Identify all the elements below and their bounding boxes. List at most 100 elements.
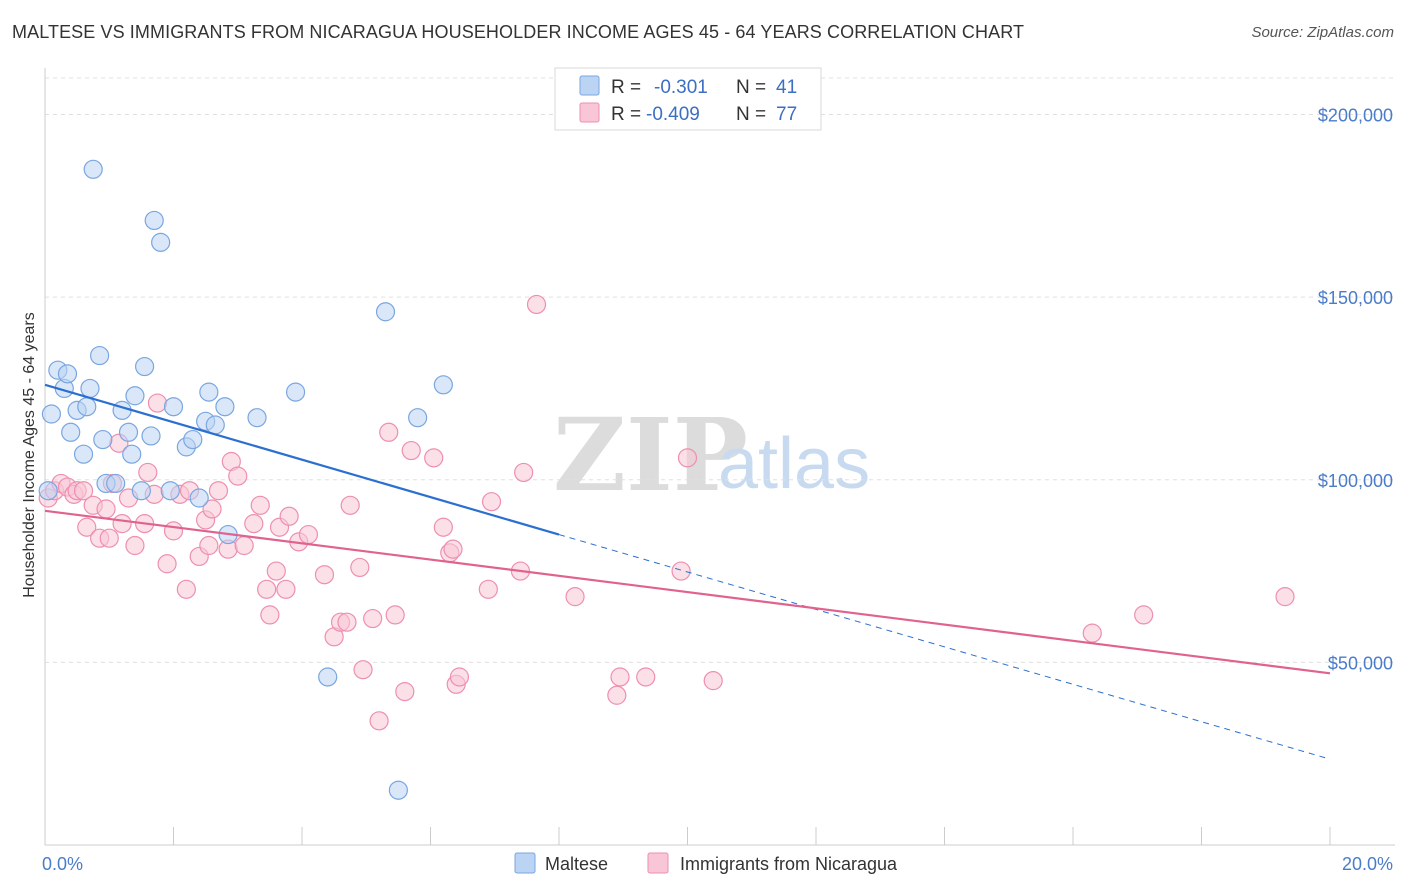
maltese-point	[433, 375, 453, 395]
y-tick-label: $100,000	[1318, 471, 1393, 491]
maltese-point	[134, 356, 155, 377]
maltese-point	[375, 302, 396, 322]
legend-n-label-maltese: N =	[736, 77, 766, 98]
nicaragua-point	[350, 557, 370, 578]
nicaragua-point	[112, 513, 132, 534]
legend-n-value-maltese: 41	[776, 77, 797, 98]
maltese-point	[144, 210, 164, 231]
maltese-trend-line	[44, 383, 560, 536]
nicaragua-point	[99, 528, 119, 548]
maltese-point	[38, 481, 58, 501]
trend-layer	[44, 383, 1331, 760]
chart-title: MALTESE VS IMMIGRANTS FROM NICARAGUA HOU…	[12, 22, 1025, 42]
legend-n-value-nicaragua: 77	[776, 104, 797, 125]
maltese-point	[183, 429, 203, 450]
legend-swatch-nicaragua	[579, 102, 600, 123]
maltese-trend-extension	[558, 534, 1331, 760]
maltese-point	[125, 386, 145, 406]
series-legend-swatch-maltese	[514, 852, 536, 874]
maltese-point	[215, 397, 235, 417]
nicaragua-point	[353, 660, 373, 680]
maltese-point	[388, 780, 408, 800]
nicaragua-point	[77, 517, 97, 537]
nicaragua-point	[363, 608, 383, 629]
maltese-point	[189, 488, 209, 508]
nicaragua-point	[250, 495, 270, 515]
nicaragua-point	[337, 612, 357, 632]
y-tick-label: $200,000	[1318, 106, 1393, 126]
nicaragua-trend-line	[44, 509, 1331, 675]
maltese-point	[112, 400, 132, 420]
maltese-point	[160, 481, 180, 501]
maltese-point	[163, 397, 184, 417]
nicaragua-point	[228, 466, 248, 486]
source-credit: Source: ZipAtlas.com	[1251, 24, 1394, 41]
watermark: ZIP atlas	[553, 396, 870, 514]
watermark-zip: ZIP	[553, 396, 748, 514]
nicaragua-point	[379, 422, 399, 442]
nicaragua-point	[677, 448, 698, 468]
nicaragua-point	[526, 294, 547, 315]
nicaragua-point	[73, 481, 94, 501]
maltese-point	[77, 397, 97, 417]
maltese-point	[122, 444, 142, 464]
nicaragua-point	[176, 579, 196, 599]
nicaragua-point	[266, 561, 286, 581]
nicaragua-point	[234, 535, 254, 556]
x-tick-label: 0.0%	[42, 854, 83, 874]
nicaragua-point	[340, 495, 360, 515]
maltese-point	[41, 404, 62, 424]
x-tick-label: 20.0%	[1342, 854, 1393, 874]
maltese-point	[61, 422, 81, 442]
y-tick-label: $150,000	[1318, 288, 1393, 308]
maltese-point	[83, 159, 103, 179]
nicaragua-point	[703, 671, 723, 691]
nicaragua-point	[671, 561, 691, 581]
nicaragua-point	[424, 448, 444, 468]
nicaragua-point	[257, 579, 277, 599]
nicaragua-point	[1082, 623, 1102, 643]
legend-r-value-maltese: -0.301	[654, 77, 708, 98]
maltese-point	[318, 667, 338, 687]
maltese-point	[57, 364, 78, 384]
nicaragua-point	[163, 521, 184, 541]
y-axis-label: Householder Income Ages 45 - 64 years	[21, 312, 38, 598]
maltese-point	[247, 408, 267, 428]
nicaragua-point	[138, 462, 158, 483]
y-tick-label: $50,000	[1328, 653, 1393, 673]
maltese-point	[285, 382, 306, 402]
maltese-point	[205, 415, 225, 435]
maltese-point	[93, 429, 113, 450]
nicaragua-point	[449, 667, 470, 687]
nicaragua-point	[1134, 605, 1154, 625]
nicaragua-point	[244, 513, 264, 534]
nicaragua-point	[298, 524, 319, 545]
nicaragua-point	[260, 605, 280, 625]
nicaragua-point	[610, 667, 630, 687]
nicaragua-point	[199, 535, 219, 556]
nicaragua-point	[433, 517, 453, 537]
legend-swatch-maltese	[579, 75, 600, 96]
nicaragua-point	[565, 587, 585, 607]
nicaragua-point	[1275, 587, 1295, 607]
nicaragua-point	[276, 579, 296, 599]
legend-r-label-maltese: R =	[611, 77, 641, 98]
nicaragua-point	[157, 554, 177, 574]
nicaragua-point	[443, 539, 463, 559]
series-legend: Maltese Immigrants from Nicaragua	[514, 852, 898, 874]
nicaragua-point	[478, 579, 498, 599]
nicaragua-point	[314, 565, 335, 585]
nicaragua-point	[202, 499, 222, 519]
correlation-legend: R = -0.301 N = 41 R = -0.409 N = 77	[554, 67, 822, 131]
nicaragua-point	[395, 681, 415, 702]
nicaragua-point	[401, 440, 421, 461]
nicaragua-point	[481, 492, 502, 512]
maltese-point	[80, 378, 100, 399]
maltese-point	[118, 422, 139, 442]
maltese-point	[106, 473, 126, 494]
series-legend-label-maltese: Maltese	[545, 854, 608, 874]
maltese-point	[141, 426, 161, 446]
nicaragua-point	[369, 711, 389, 731]
nicaragua-point	[385, 605, 405, 625]
